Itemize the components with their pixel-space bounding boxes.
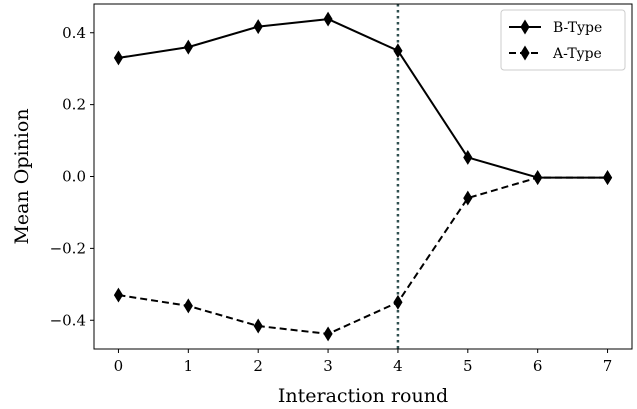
x-tick-label: 5: [463, 357, 473, 375]
x-tick-label: 2: [253, 357, 263, 375]
data-point-b-type: [393, 43, 403, 59]
legend-box: [500, 9, 626, 71]
data-point-a-type: [533, 170, 543, 186]
y-axis-label: Mean Opinion: [11, 108, 33, 244]
data-point-a-type: [113, 287, 124, 303]
y-tick-label: −0.4: [50, 311, 86, 329]
axes-frame: [93, 3, 633, 350]
data-point-b-type: [253, 19, 263, 35]
y-tick-label: 0.2: [62, 96, 86, 114]
plot-area: [113, 4, 613, 349]
data-point-a-type: [183, 298, 193, 314]
y-tick-label: 0.4: [62, 24, 86, 42]
x-axis-label: Interaction round: [278, 385, 448, 407]
legend-marker-b-type: [520, 19, 530, 35]
y-tick-label: 0.0: [62, 168, 86, 186]
x-tick-label: 7: [603, 357, 613, 375]
x-tick-label: 4: [393, 357, 403, 375]
data-point-b-type: [113, 50, 124, 66]
legend: B-Type A-Type: [500, 9, 626, 71]
x-tick-label: 6: [533, 357, 543, 375]
x-tick-label: 3: [323, 357, 333, 375]
data-point-a-type: [253, 318, 263, 334]
legend-label-b-type: B-Type: [553, 20, 602, 36]
legend-marker-a-type: [520, 45, 530, 61]
x-tick-label: 1: [184, 357, 194, 375]
series-line-b-type: [118, 18, 608, 179]
data-point-b-type: [183, 39, 193, 55]
data-point-b-type: [323, 11, 333, 27]
data-point-b-type: [463, 149, 473, 165]
data-point-a-type: [463, 190, 473, 206]
data-point-a-type: [323, 326, 333, 342]
axis-ticks: 0 1 2 3 4 5 6 7 −0.4 −0.2 0.0 0.2 0.4: [50, 24, 613, 375]
legend-label-a-type: A-Type: [552, 46, 602, 62]
x-tick-label: 0: [114, 357, 124, 375]
y-tick-label: −0.2: [50, 239, 86, 257]
series-line-a-type: [118, 176, 608, 335]
data-point-a-type: [602, 170, 613, 186]
data-point-a-type: [393, 294, 403, 310]
